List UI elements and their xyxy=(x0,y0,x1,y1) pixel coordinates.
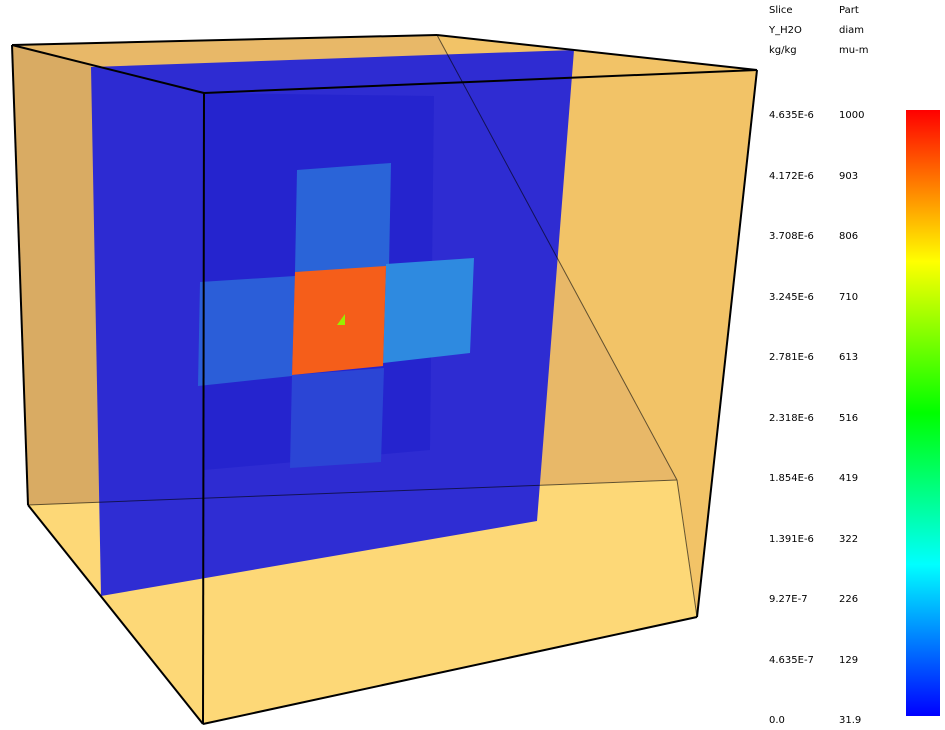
box-hidden-edges xyxy=(27,34,698,618)
particle-marker xyxy=(337,314,345,325)
slice-tick-label: 1.391E-6 xyxy=(769,534,814,545)
part-tick-label: 903 xyxy=(839,171,859,182)
part-legend-quantity: diam xyxy=(839,25,864,36)
part-tick-label: 419 xyxy=(839,473,859,484)
part-legend-unit: mu-m xyxy=(839,45,869,56)
part-tick-label: 1000 xyxy=(839,110,865,121)
slice-tick-label: 9.27E-7 xyxy=(769,594,808,605)
part-legend-header: Part xyxy=(839,5,859,16)
slice-legend-unit: kg/kg xyxy=(769,45,797,56)
slice-tick-label: 0.0 xyxy=(769,715,785,726)
slice-tick-label: 2.781E-6 xyxy=(769,352,814,363)
slice-cell-top xyxy=(295,163,391,272)
slice-cell-right xyxy=(383,258,474,363)
part-tick-label: 516 xyxy=(839,413,859,424)
slice-tick-label: 2.318E-6 xyxy=(769,413,814,424)
slice-tick-label: 1.854E-6 xyxy=(769,473,814,484)
slice-cell-left xyxy=(198,276,295,386)
slice-legend-quantity: Y_H2O xyxy=(769,25,802,36)
slice-cell-hot xyxy=(292,266,386,375)
slice-tick-label: 3.245E-6 xyxy=(769,292,814,303)
part-tick-label: 806 xyxy=(839,231,859,242)
3d-scene-view[interactable] xyxy=(0,0,760,730)
part-tick-label: 710 xyxy=(839,292,859,303)
slice-cell-bottom xyxy=(290,368,384,468)
slice-legend-header: Slice xyxy=(769,5,793,16)
part-tick-label: 31.9 xyxy=(839,715,862,726)
slice-tick-label: 4.635E-6 xyxy=(769,110,814,121)
part-tick-label: 226 xyxy=(839,594,859,605)
part-tick-label: 613 xyxy=(839,352,859,363)
part-tick-label: 129 xyxy=(839,655,859,666)
slice-tick-label: 4.172E-6 xyxy=(769,171,814,182)
part-tick-label: 322 xyxy=(839,534,859,545)
slice-tick-label: 3.708E-6 xyxy=(769,231,814,242)
box-edges xyxy=(11,34,758,725)
slice-tick-label: 4.635E-7 xyxy=(769,655,814,666)
colorbar xyxy=(906,110,940,716)
